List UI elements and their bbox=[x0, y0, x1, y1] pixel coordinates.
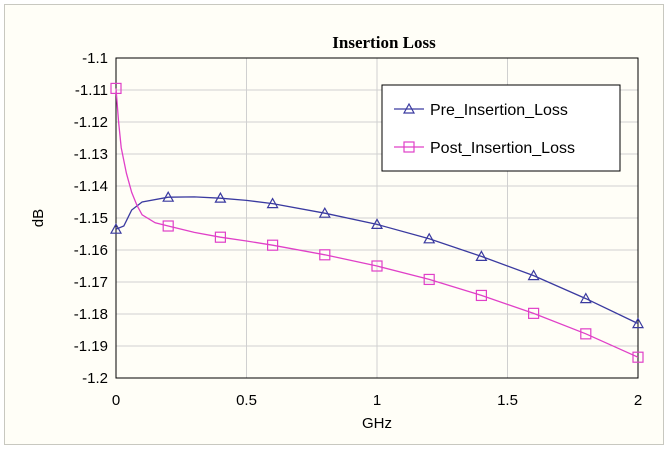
x-axis: 0 0.5 1 1.5 2 bbox=[112, 392, 642, 409]
y-tick-label: -1.18 bbox=[74, 306, 108, 323]
data-point bbox=[214, 191, 227, 203]
series-layer bbox=[109, 82, 645, 363]
data-point bbox=[214, 231, 226, 243]
legend-marker bbox=[402, 102, 416, 114]
legend: Pre_Insertion_Loss Post_Insertion_Loss bbox=[381, 84, 621, 172]
x-tick-label: 1 bbox=[373, 392, 381, 409]
data-point bbox=[266, 197, 279, 209]
data-point bbox=[267, 239, 279, 251]
data-point bbox=[110, 82, 122, 95]
y-tick-label: -1.15 bbox=[74, 210, 108, 227]
data-point bbox=[319, 249, 331, 261]
x-tick-label: 1.5 bbox=[497, 392, 518, 409]
data-point bbox=[527, 269, 540, 281]
series-line bbox=[115, 88, 639, 358]
y-tick-label: -1.2 bbox=[82, 370, 108, 387]
y-tick-label: -1.14 bbox=[74, 178, 108, 195]
data-point bbox=[475, 250, 488, 261]
y-tick-label: -1.16 bbox=[74, 242, 108, 259]
data-point bbox=[371, 260, 383, 272]
y-tick-label: -1.19 bbox=[74, 338, 108, 355]
data-point bbox=[631, 317, 645, 329]
data-point bbox=[109, 222, 123, 234]
data-point bbox=[579, 292, 592, 304]
legend-label: Post_Insertion_Loss bbox=[430, 140, 575, 157]
data-point bbox=[527, 307, 540, 319]
y-tick-label: -1.17 bbox=[74, 274, 108, 291]
data-point bbox=[423, 273, 435, 286]
chart-frame: Insertion Loss -1.1 -1.11 -1.12 -1.13 -1.14-… bbox=[4, 4, 664, 445]
x-axis-title: GHz bbox=[362, 415, 392, 432]
y-tick-label: -1.13 bbox=[74, 146, 108, 163]
y-tick-label: -1.12 bbox=[74, 114, 108, 131]
legend-marker bbox=[403, 141, 415, 153]
x-tick-label: 0.5 bbox=[236, 392, 257, 409]
data-point bbox=[318, 206, 331, 218]
series-Post_Insertion_Loss bbox=[110, 82, 644, 363]
data-point bbox=[162, 220, 174, 232]
data-point bbox=[370, 218, 384, 229]
y-axis: -1.1 -1.11 -1.12 -1.13 -1.14 -1.15 -1.16 -1.17 -… bbox=[74, 50, 108, 387]
legend-box bbox=[381, 84, 621, 172]
insertion-loss-chart: Insertion Loss -1.1-1.11-1.12-1.13-1.14-… bbox=[30, 33, 645, 432]
y-tick-label: -1.11 bbox=[75, 82, 108, 99]
plot-area bbox=[115, 57, 639, 379]
data-point bbox=[162, 190, 175, 202]
x-tick-label: 0 bbox=[112, 392, 120, 409]
legend-label: Pre_Insertion_Loss bbox=[430, 102, 568, 119]
data-point bbox=[632, 351, 644, 363]
y-tick-label: -1.1 bbox=[82, 50, 108, 67]
data-point bbox=[475, 289, 487, 302]
data-point bbox=[423, 232, 436, 244]
data-point bbox=[580, 328, 592, 340]
x-tick-label: 2 bbox=[634, 392, 642, 409]
y-axis-title: dB bbox=[30, 209, 47, 227]
chart-title: Insertion Loss bbox=[332, 33, 436, 52]
